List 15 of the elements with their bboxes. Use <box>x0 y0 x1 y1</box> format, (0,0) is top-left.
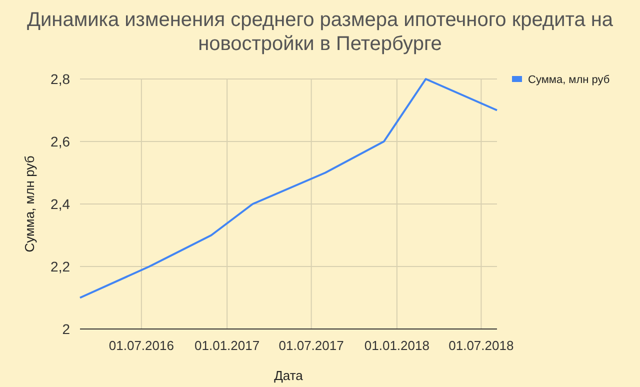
x-tick-label: 01.01.2017 <box>194 338 260 353</box>
y-axis-title: Сумма, млн руб <box>22 156 37 252</box>
y-tick-label: 2 <box>62 321 70 337</box>
y-tick-label: 2,8 <box>50 71 70 87</box>
x-tick-label: 01.01.2018 <box>364 338 430 353</box>
x-tick-label: 01.07.2017 <box>278 338 344 353</box>
x-axis-title: Дата <box>274 368 304 383</box>
line-series <box>79 78 498 299</box>
x-tick-label: 01.07.2018 <box>448 338 514 353</box>
y-tick-label: 2,6 <box>50 134 70 150</box>
legend-label: Сумма, млн руб <box>528 74 610 86</box>
y-tick-label: 2,4 <box>50 196 70 212</box>
chart-title: Динамика изменения среднего размера ипотечного кредита на новостройки в Петербурге <box>26 9 614 55</box>
x-tick-label: 01.07.2016 <box>108 338 174 353</box>
y-tick-label: 2,2 <box>50 258 70 274</box>
